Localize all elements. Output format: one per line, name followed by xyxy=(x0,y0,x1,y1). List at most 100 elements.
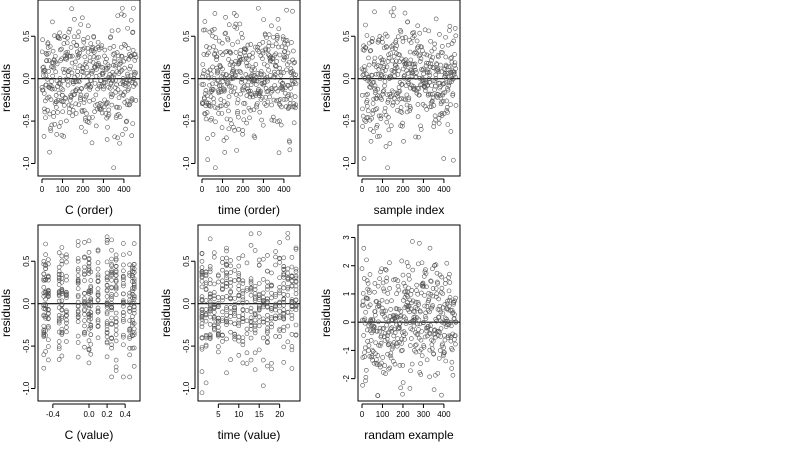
data-point xyxy=(125,87,131,93)
data-point xyxy=(285,323,291,329)
data-point xyxy=(277,309,282,314)
data-point xyxy=(397,363,403,368)
data-point xyxy=(72,65,78,70)
data-point xyxy=(119,54,125,59)
data-point xyxy=(60,92,65,98)
data-point xyxy=(293,269,299,274)
data-point xyxy=(375,93,380,98)
data-point xyxy=(207,291,213,297)
data-point xyxy=(381,88,387,93)
data-point xyxy=(412,64,418,70)
data-point xyxy=(237,21,243,27)
data-point xyxy=(75,273,81,278)
data-point xyxy=(127,334,132,339)
data-point xyxy=(56,124,62,129)
data-point xyxy=(426,330,432,336)
data-point xyxy=(385,100,391,105)
data-point xyxy=(74,42,80,48)
data-point xyxy=(285,286,291,292)
data-point xyxy=(234,148,239,153)
data-point xyxy=(207,303,213,308)
data-point xyxy=(75,266,81,272)
data-point xyxy=(104,259,110,265)
data-point xyxy=(74,79,79,84)
data-point xyxy=(360,382,365,388)
data-point xyxy=(126,102,132,108)
data-point xyxy=(224,135,229,141)
data-point xyxy=(56,35,61,40)
data-point xyxy=(396,52,401,57)
data-point xyxy=(401,280,407,286)
data-point xyxy=(257,76,262,81)
data-point xyxy=(252,67,257,72)
x-tick-label: -0.4 xyxy=(46,410,60,419)
data-point xyxy=(59,353,65,359)
data-point xyxy=(380,355,385,360)
data-point xyxy=(250,54,255,60)
data-point xyxy=(273,313,278,319)
data-point xyxy=(248,326,254,332)
data-point xyxy=(92,109,97,114)
data-point xyxy=(85,45,90,51)
data-point xyxy=(385,165,390,171)
data-point xyxy=(384,44,389,50)
data-point xyxy=(270,56,275,62)
data-point xyxy=(232,301,237,307)
data-point xyxy=(437,307,442,312)
data-point xyxy=(394,291,399,297)
data-point xyxy=(285,41,291,47)
data-point xyxy=(109,294,114,300)
data-point xyxy=(199,297,205,302)
data-point xyxy=(95,308,101,314)
data-point xyxy=(402,305,408,310)
data-point xyxy=(207,301,213,307)
data-point xyxy=(388,123,394,129)
data-point xyxy=(244,120,249,126)
data-point xyxy=(364,98,370,103)
x-axis-label: randam example xyxy=(364,428,454,442)
data-point xyxy=(381,309,387,314)
data-point xyxy=(428,64,433,70)
data-point xyxy=(378,55,383,60)
data-point xyxy=(75,55,81,60)
data-point xyxy=(451,72,457,77)
data-point xyxy=(74,43,79,49)
data-point xyxy=(281,70,286,75)
data-point xyxy=(228,319,233,325)
data-point xyxy=(444,64,449,69)
data-point xyxy=(420,280,426,286)
data-point xyxy=(400,363,406,368)
data-point xyxy=(366,108,371,114)
data-point xyxy=(444,108,450,113)
data-point xyxy=(427,80,432,85)
data-point xyxy=(109,374,114,380)
data-point xyxy=(396,68,402,74)
data-point xyxy=(59,314,65,319)
data-point xyxy=(367,272,373,277)
data-point xyxy=(269,117,275,123)
data-point xyxy=(56,292,62,297)
data-point xyxy=(291,120,297,126)
data-point xyxy=(416,302,422,307)
data-point xyxy=(399,258,405,264)
data-point xyxy=(271,97,277,103)
data-point xyxy=(443,318,449,324)
data-point xyxy=(395,107,400,113)
data-point xyxy=(394,65,400,70)
data-point xyxy=(224,263,229,268)
data-point xyxy=(74,49,80,55)
data-point xyxy=(57,36,63,41)
data-point xyxy=(256,319,262,325)
data-point xyxy=(289,347,295,353)
data-point xyxy=(445,87,451,93)
data-point xyxy=(242,50,247,55)
data-point xyxy=(273,301,278,307)
data-point xyxy=(41,271,47,277)
data-point xyxy=(420,77,426,83)
data-point xyxy=(240,360,246,366)
data-point xyxy=(389,88,395,94)
y-tick-label: -0.5 xyxy=(182,339,191,353)
data-point xyxy=(400,39,406,44)
data-point xyxy=(441,345,447,350)
data-point xyxy=(269,315,274,320)
